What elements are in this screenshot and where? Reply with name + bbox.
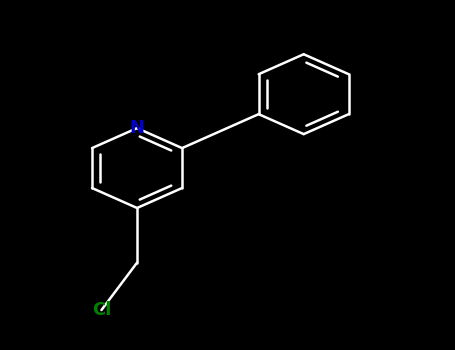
Text: Cl: Cl <box>92 301 111 319</box>
Text: N: N <box>130 119 145 137</box>
